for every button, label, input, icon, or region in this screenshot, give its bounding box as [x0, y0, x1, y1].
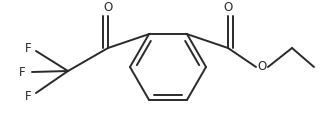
- Text: O: O: [257, 60, 267, 74]
- Text: O: O: [223, 1, 232, 14]
- Text: F: F: [19, 66, 25, 79]
- Text: F: F: [25, 42, 31, 55]
- Text: O: O: [103, 1, 113, 14]
- Text: F: F: [25, 90, 31, 103]
